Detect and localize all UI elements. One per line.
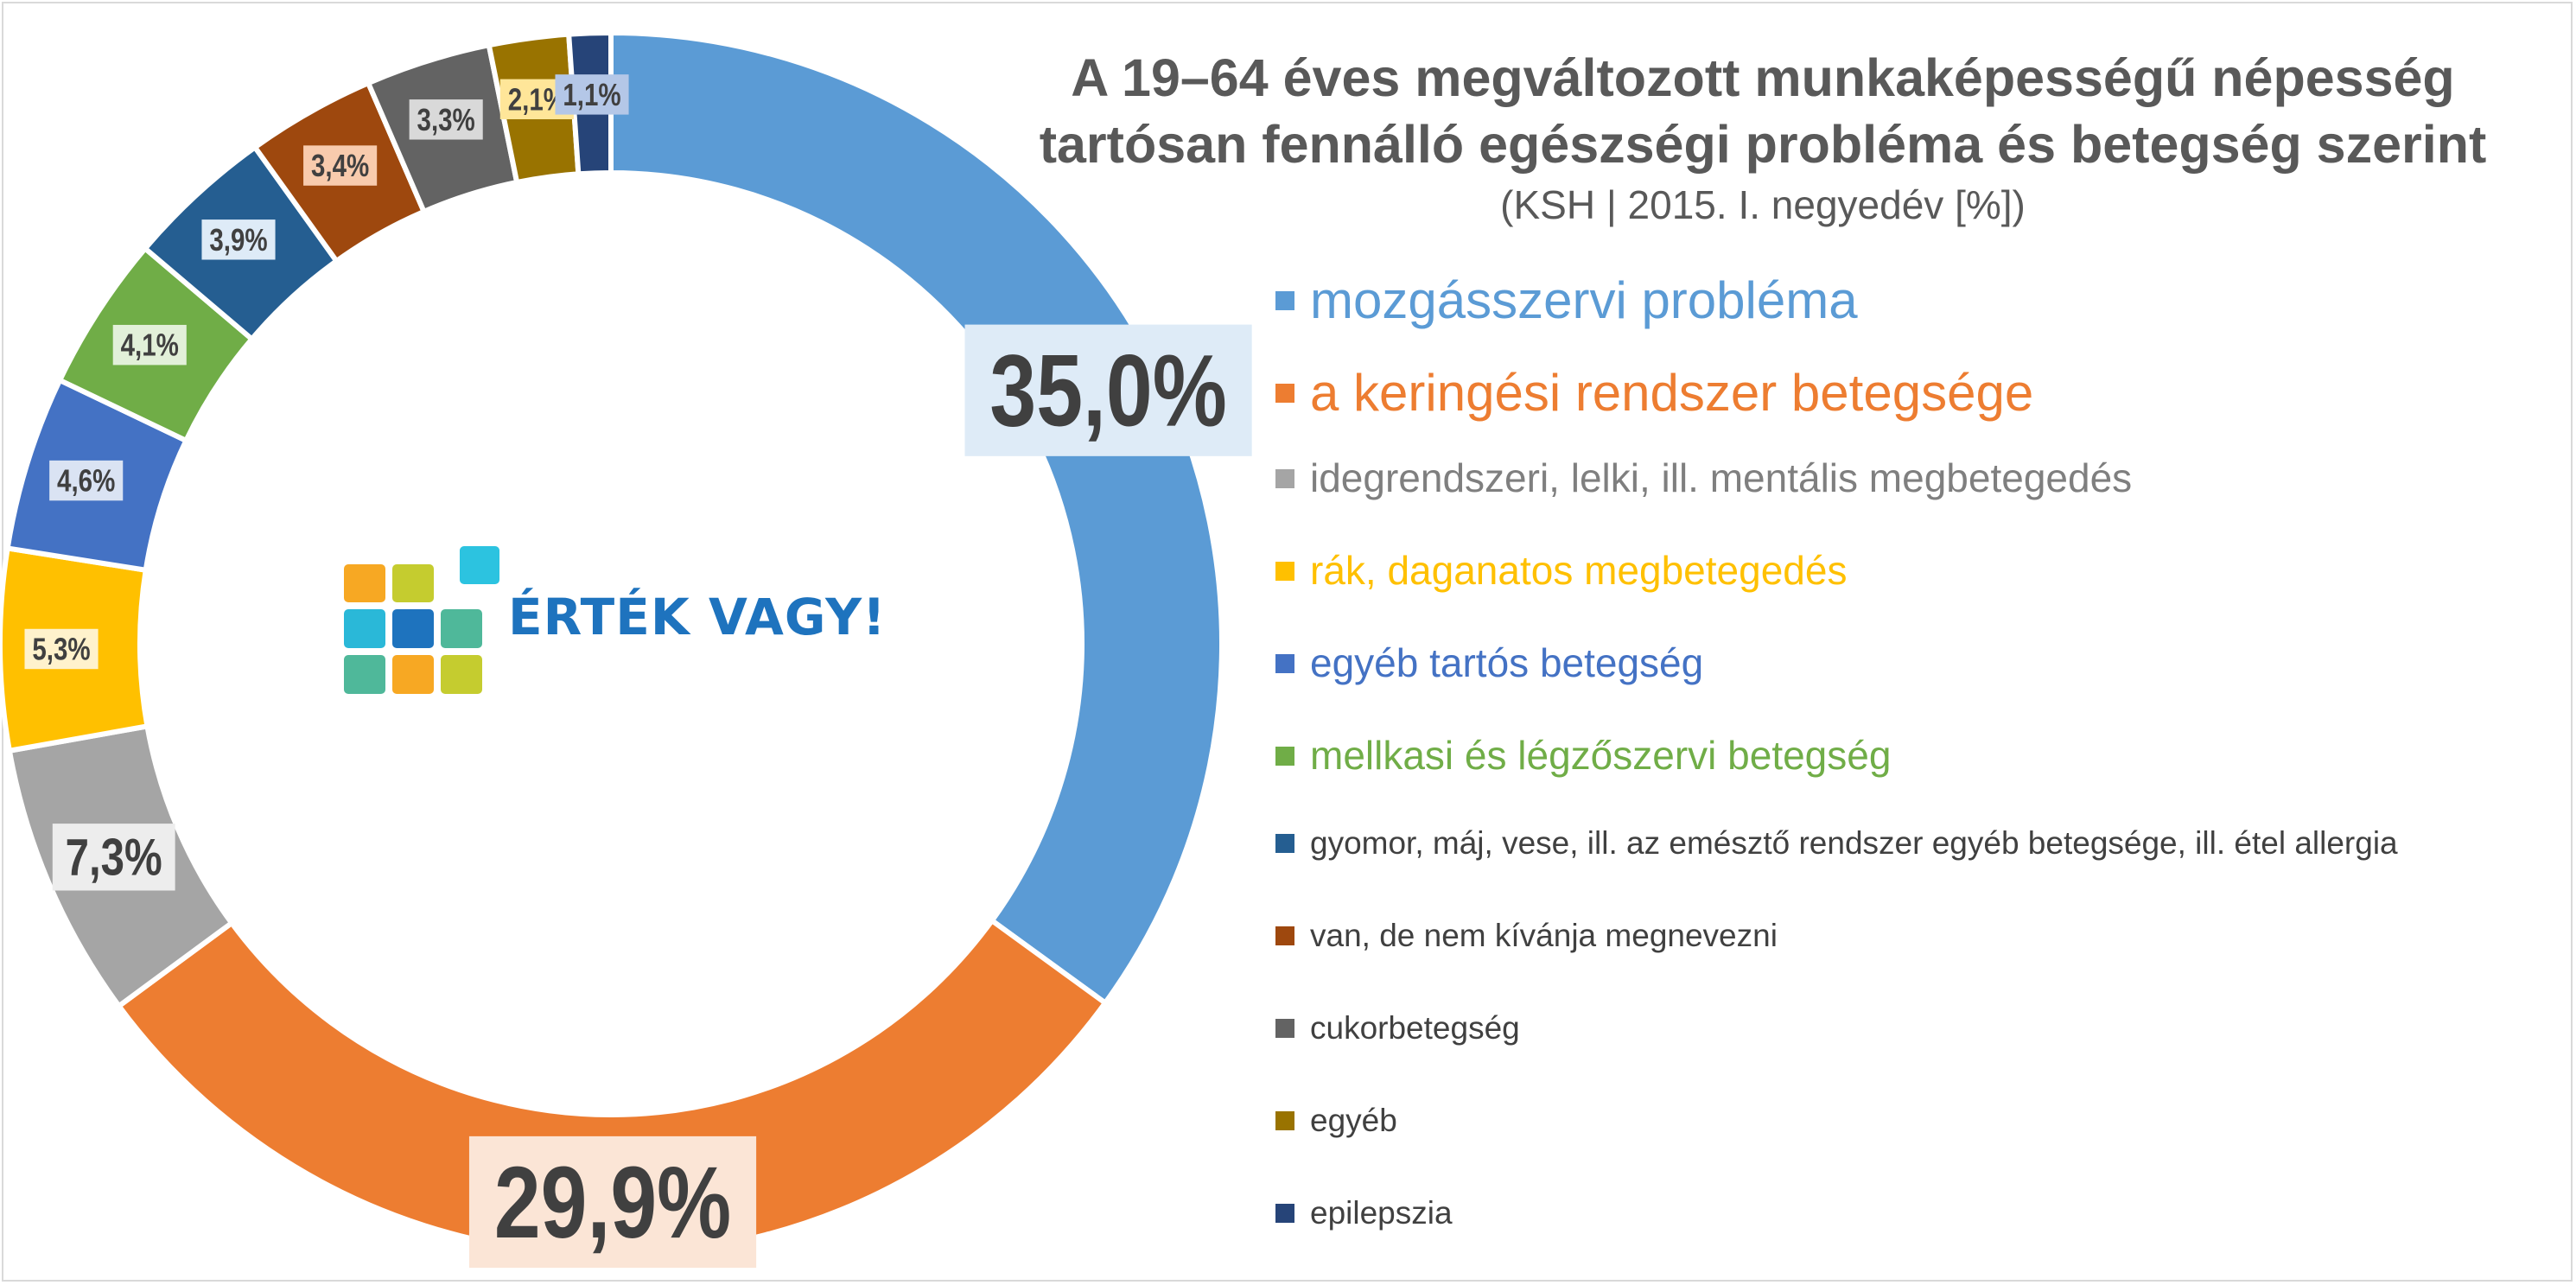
logo-square (344, 655, 385, 694)
data-label-box (409, 99, 483, 140)
legend-label: rák, daganatos megbetegedés (1310, 548, 1848, 593)
legend-label: idegrendszeri, lelki, ill. mentális megb… (1310, 455, 2133, 500)
legend-swatch (1275, 384, 1294, 403)
logo-square (392, 609, 434, 648)
legend-label: a keringési rendszer betegsége (1310, 364, 2034, 422)
data-label: 29,9% (468, 1136, 757, 1269)
legend-item: a keringési rendszer betegsége (1275, 362, 2033, 424)
data-label-text: 3,3% (417, 102, 475, 137)
legend-label: egyéb tartós betegség (1310, 640, 1704, 685)
chart-subtitle: (KSH | 2015. I. negyedév [%]) (1500, 182, 2026, 227)
data-label-text: 3,4% (311, 148, 369, 182)
data-label: 1,1% (555, 74, 629, 115)
legend-swatch (1275, 746, 1294, 766)
title-line-2: tartósan fennálló egészségi probléma és … (1039, 115, 2487, 174)
legend-label: mozgásszervi probléma (1310, 271, 1858, 329)
legend-item: egyéb tartós betegség (1275, 639, 1703, 687)
data-label-box (52, 824, 175, 891)
data-label-text: 7,3% (66, 828, 162, 887)
legend-swatch (1275, 653, 1294, 673)
legend-item: idegrendszeri, lelki, ill. mentális megb… (1275, 455, 2132, 502)
logo-square (441, 655, 482, 694)
logo-square (344, 564, 385, 602)
logo-square (392, 655, 434, 694)
donut-slice (115, 917, 1110, 1257)
data-label: 3,4% (303, 145, 378, 186)
chart-title: A 19–64 éves megváltozott munkaképességű… (968, 45, 2558, 232)
logo-square (344, 609, 385, 648)
data-label: 4,6% (49, 460, 124, 501)
data-label-box (468, 1136, 757, 1269)
legend-swatch (1275, 1111, 1294, 1131)
legend-item: cukorbetegség (1275, 1009, 1520, 1047)
data-label-text: 1,1% (563, 77, 620, 111)
legend-label: epilepszia (1310, 1195, 1453, 1231)
legend-swatch (1275, 291, 1294, 310)
data-label: 4,1% (112, 324, 187, 366)
data-label: 3,3% (409, 99, 483, 140)
logo-square (441, 609, 482, 648)
legend-swatch (1275, 926, 1294, 946)
legend-item: gyomor, máj, vese, ill. az emésztő rends… (1275, 824, 2398, 862)
legend-item: epilepszia (1275, 1194, 1453, 1232)
donut-slice (608, 29, 1224, 1007)
data-label-text: 3,9% (209, 222, 267, 257)
legend-label: cukorbetegség (1310, 1010, 1520, 1046)
legend-swatch (1275, 1204, 1294, 1224)
legend-item: rák, daganatos megbetegedés (1275, 547, 1847, 595)
legend-swatch (1275, 834, 1294, 854)
legend-swatch (1275, 468, 1294, 488)
legend-item: mozgásszervi probléma (1275, 270, 1858, 332)
data-label: 3,9% (201, 219, 276, 260)
logo-square (392, 564, 434, 602)
data-label-text: 29,9% (494, 1145, 731, 1259)
data-label-box (49, 460, 124, 501)
data-label-box (964, 324, 1252, 456)
data-label-text: 5,3% (32, 632, 90, 666)
logo-text: ÉRTÉK VAGY! (508, 588, 887, 646)
data-label-box (303, 145, 378, 186)
legend-label: van, de nem kívánja megnevezni (1310, 918, 1778, 953)
legend-swatch (1275, 1019, 1294, 1039)
data-label: 35,0% (964, 324, 1252, 456)
data-label: 5,3% (24, 628, 99, 670)
legend-item: mellkasi és légzőszervi betegség (1275, 732, 1891, 779)
data-label-text: 4,1% (121, 328, 179, 362)
legend-swatch (1275, 561, 1294, 581)
logo-square (460, 546, 499, 584)
data-label-text: 35,0% (989, 334, 1226, 448)
data-label-box (112, 324, 187, 366)
legend-item: van, de nem kívánja megnevezni (1275, 917, 1778, 955)
data-label: 7,3% (52, 824, 175, 891)
data-label-box (24, 628, 99, 670)
data-label-box (201, 219, 276, 260)
data-label-box (555, 74, 629, 115)
legend-label: gyomor, máj, vese, ill. az emésztő rends… (1310, 825, 2398, 861)
legend-label: egyéb (1310, 1103, 1397, 1138)
legend-label: mellkasi és légzőszervi betegség (1310, 733, 1892, 778)
legend-item: egyéb (1275, 1102, 1397, 1140)
title-line-1: A 19–64 éves megváltozott munkaképességű… (1071, 48, 2455, 107)
data-label-text: 4,6% (57, 463, 115, 498)
